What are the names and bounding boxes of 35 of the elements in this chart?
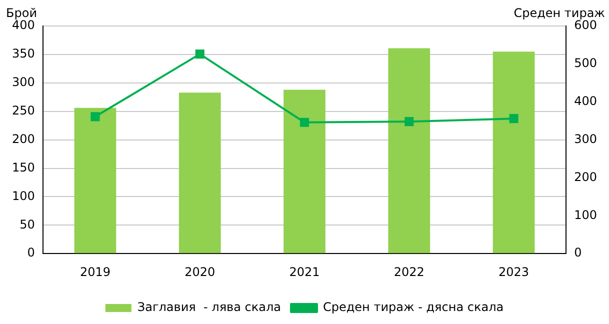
y2-axis-title: Среден тираж	[514, 6, 606, 20]
y2-tick-label: 300	[574, 132, 597, 146]
x-tick-label: 2023	[498, 264, 530, 279]
bar	[284, 90, 326, 254]
y-tick-label: 250	[12, 103, 35, 118]
x-tick-label: 2020	[184, 264, 216, 279]
y-tick-label: 400	[12, 18, 35, 32]
y2-tick-label: 400	[574, 94, 597, 108]
legend-label: Заглавия - лява скала	[137, 300, 281, 314]
point	[90, 112, 100, 122]
point	[509, 114, 518, 124]
y-tick-label: 50	[20, 217, 35, 232]
bar	[388, 48, 430, 254]
y-tick-label: 350	[12, 46, 35, 61]
point	[404, 117, 414, 126]
y-axis-title: Брой	[6, 6, 37, 20]
bar	[492, 52, 535, 254]
y-tick-label: 100	[12, 188, 35, 203]
y2-tick-label: 500	[574, 56, 597, 70]
y-tick-label: 0	[27, 246, 35, 260]
bar	[178, 92, 221, 254]
y-tick-label: 200	[12, 132, 35, 146]
y2-tick-label: 0	[574, 246, 582, 260]
y2-tick-label: 600	[574, 18, 597, 32]
point	[195, 50, 204, 59]
legend-label: Среден тираж - дясна скала	[322, 300, 504, 314]
y2-tick-label: 200	[574, 170, 597, 184]
y-tick-label: 150	[12, 160, 35, 174]
point	[300, 118, 310, 127]
x-tick-label: 2022	[394, 264, 424, 279]
x-tick-label: 2021	[289, 264, 320, 279]
y-tick-label: 300	[12, 75, 35, 90]
x-tick-label: 2019	[80, 264, 110, 279]
bar	[74, 108, 116, 254]
y2-tick-label: 100	[574, 208, 597, 222]
